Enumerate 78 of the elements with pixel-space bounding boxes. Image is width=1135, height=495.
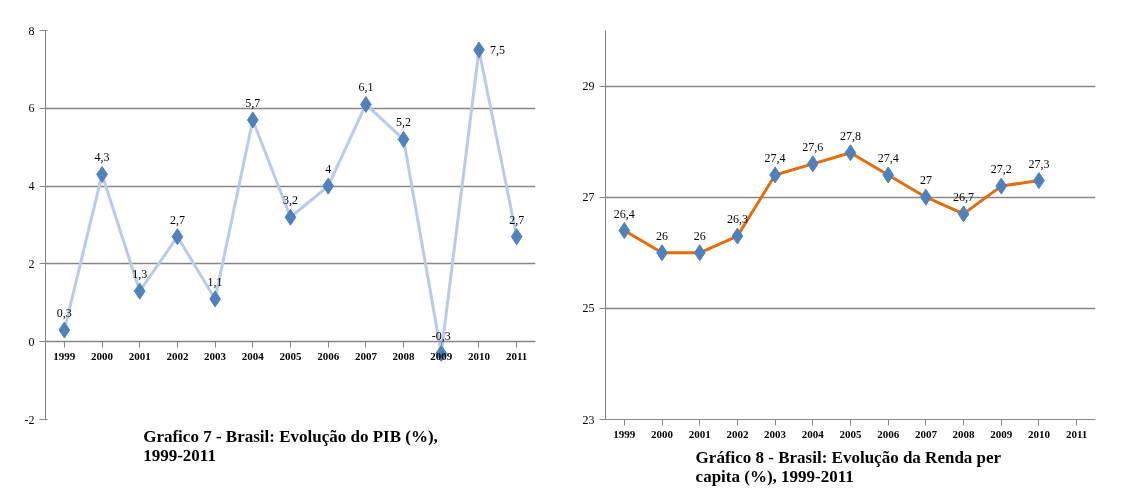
x-tick-label: 2008 — [392, 349, 416, 362]
x-tick-label: 2008 — [952, 427, 976, 440]
data-label: 27,6 — [802, 139, 824, 154]
data-label: 27,3 — [1028, 156, 1050, 171]
point — [882, 166, 895, 184]
data-label: 26 — [693, 228, 706, 243]
point — [322, 177, 335, 195]
text: Gráfico 8 - Brasil: Evolução da Renda per capita (%), 1999-2011 — [695, 447, 1002, 486]
y-tick-label: 27 — [582, 190, 595, 205]
x-tick-label: 2011 — [1065, 427, 1088, 440]
data-label: 1,3 — [132, 267, 148, 282]
data-label: 27,2 — [990, 162, 1012, 177]
point — [693, 244, 706, 262]
y-tick-label: 29 — [582, 79, 595, 94]
data-label: 26,4 — [613, 206, 635, 221]
data-label: 2,7 — [169, 212, 185, 227]
x-tick-label: 2001 — [688, 427, 711, 440]
point — [618, 222, 631, 240]
point — [957, 205, 970, 223]
text: Grafico 7 - Brasil: Evolução do PIB (%), 1999-2011 — [143, 426, 438, 465]
data-label: 7,5 — [489, 42, 505, 57]
x-tick-label: 2003 — [764, 427, 787, 440]
data-label: 26,3 — [726, 212, 748, 227]
y-tick-label: 0 — [28, 334, 35, 349]
y-tick-label: 23 — [582, 412, 595, 427]
point — [133, 282, 146, 300]
data-label: 27,8 — [840, 128, 861, 143]
point — [246, 111, 259, 129]
x-tick-label: 2002 — [726, 427, 749, 440]
x-tick-label: 2006 — [877, 427, 900, 440]
x-tick-label: 2007 — [914, 427, 938, 440]
x-tick-label: 2003 — [204, 349, 227, 362]
data-label: 27 — [919, 173, 932, 188]
point — [510, 228, 523, 246]
data-label: 4,3 — [94, 150, 110, 165]
data-label: 3,2 — [283, 193, 298, 208]
data-label: 6,1 — [358, 80, 374, 95]
x-tick-label: 1999 — [53, 349, 76, 362]
x-tick-label: 2010 — [1027, 427, 1051, 440]
x-tick-label: 2007 — [354, 349, 378, 362]
x-tick-label: 2002 — [166, 349, 189, 362]
y-tick-label: 4 — [28, 179, 35, 194]
data-label: 2,7 — [509, 212, 525, 227]
data-label: 5,2 — [396, 115, 412, 130]
y-tick-label: 2 — [28, 256, 35, 271]
point — [806, 155, 819, 173]
point — [58, 321, 71, 339]
x-tick-label: 2001 — [128, 349, 151, 362]
data-label: 27,4 — [877, 150, 899, 165]
data-label: 0,3 — [56, 306, 72, 321]
data-label: 5,7 — [245, 95, 261, 110]
data-label: -0,3 — [431, 329, 451, 344]
data-label: 27,4 — [764, 150, 786, 165]
point — [284, 208, 297, 226]
x-tick-label: 2005 — [279, 349, 302, 362]
x-tick-label: 2005 — [839, 427, 862, 440]
x-tick-label: 2000 — [91, 349, 114, 362]
x-tick-label: 2000 — [651, 427, 674, 440]
x-tick-label: 2004 — [801, 427, 825, 440]
y-tick-label: 25 — [582, 301, 595, 316]
x-tick-label: 2010 — [467, 349, 491, 362]
y-tick-label: 6 — [28, 101, 35, 116]
point — [995, 177, 1008, 195]
data-label: 26,7 — [953, 189, 975, 204]
point — [844, 144, 857, 162]
point — [171, 228, 184, 246]
x-tick-label: 2004 — [241, 349, 265, 362]
x-tick-label: 2006 — [317, 349, 340, 362]
data-label: 1,1 — [207, 274, 223, 289]
point — [731, 227, 744, 245]
y-tick-label: -2 — [24, 412, 35, 427]
x-tick-label: 2009 — [990, 427, 1013, 440]
data-label: 4 — [325, 162, 332, 177]
data-label: 26 — [656, 228, 669, 243]
x-tick-label: 2011 — [505, 349, 528, 362]
point — [397, 130, 410, 148]
y-tick-label: 8 — [28, 23, 35, 38]
x-tick-label: 1999 — [613, 427, 636, 440]
